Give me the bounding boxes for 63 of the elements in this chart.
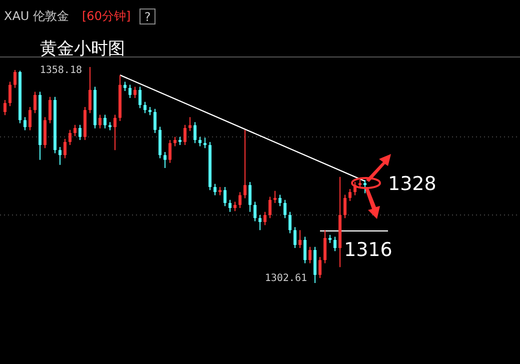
candlestick (4, 99, 6, 116)
candlestick (288, 211, 292, 234)
candlestick (294, 226, 296, 249)
text: 1328 (388, 173, 436, 195)
candlestick (214, 183, 216, 196)
candlestick (278, 194, 282, 207)
annotation: 1302.61 (264, 273, 307, 284)
candlestick (188, 116, 192, 132)
candlestick (168, 140, 172, 164)
candlestick (114, 114, 116, 151)
candlestick (254, 201, 256, 222)
candlestick (198, 136, 202, 147)
candlestick (298, 230, 302, 249)
candlestick (154, 108, 156, 134)
candlestick (258, 214, 262, 231)
candlestick (364, 180, 366, 194)
annotation: 1358.18 (40, 65, 82, 76)
candlestick (138, 86, 142, 109)
candlestick (348, 188, 352, 202)
candlestick (174, 136, 176, 147)
candlestick (204, 137, 206, 149)
candlestick (268, 196, 272, 219)
chart-title: XAU 伦敦金 (4, 9, 70, 23)
chart-subtitle: [60分钟] (82, 9, 131, 23)
candlestick (98, 114, 102, 129)
text: 黄金小时图 (40, 39, 125, 59)
candlestick (238, 192, 242, 209)
candlestick (318, 256, 322, 278)
text: ? (144, 10, 151, 24)
candlestick (304, 236, 306, 264)
candlestick (324, 230, 326, 264)
candlestick (164, 152, 166, 168)
candlestick (194, 122, 196, 144)
ref-line-label: 1316 (344, 238, 392, 261)
candlestick (228, 199, 232, 212)
candlestick (308, 246, 312, 264)
candlestick (34, 91, 36, 114)
candlestick (264, 211, 266, 226)
candlestick (88, 66, 92, 114)
candlestick (144, 101, 146, 114)
candlestick (244, 129, 246, 199)
candlestick (58, 146, 62, 166)
candlestick (64, 138, 66, 159)
candlestick (224, 186, 226, 207)
candlestick (24, 116, 26, 131)
candlestick (184, 124, 186, 146)
candlestick (8, 81, 12, 107)
candlestick (344, 194, 346, 219)
candlestick (68, 129, 72, 146)
candlestick (28, 106, 32, 131)
candlestick (74, 124, 76, 137)
candlestick (134, 86, 136, 99)
candlestick (284, 199, 286, 219)
candlestick (124, 81, 126, 92)
candlestick (234, 201, 236, 212)
candlestick (48, 96, 52, 124)
candlestick (128, 84, 132, 99)
candlestick (104, 114, 106, 129)
candlestick (248, 181, 252, 212)
candlestick (334, 236, 336, 252)
candlestick (78, 124, 82, 140)
candlestick (274, 190, 276, 204)
candlestick (14, 70, 16, 88)
